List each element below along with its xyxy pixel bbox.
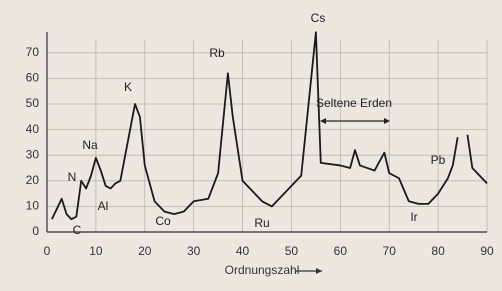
data-line — [52, 32, 487, 219]
y-tick-label: 0 — [32, 224, 39, 238]
y-tick-label: 20 — [26, 173, 40, 187]
y-tick-label: 10 — [26, 199, 40, 213]
x-tick-label: 40 — [236, 244, 250, 258]
y-tick-label: 30 — [26, 147, 40, 161]
x-tick-label: 20 — [138, 244, 152, 258]
y-tick-label: 70 — [26, 45, 40, 59]
annotation: Cs — [311, 11, 326, 25]
annotation: N — [68, 170, 77, 184]
x-tick-label: 90 — [480, 244, 494, 258]
x-tick-label: 80 — [431, 244, 445, 258]
annotation: Na — [82, 138, 98, 152]
annotation: Co — [155, 214, 171, 228]
annotation: C — [73, 223, 82, 237]
x-tick-label: 50 — [285, 244, 299, 258]
annotation: Rb — [209, 46, 225, 60]
x-tick-label: 70 — [383, 244, 397, 258]
annotation: Al — [98, 199, 109, 213]
chart: Ordnungszahl 0 10 20 30 40 50 60 70 0 10 20 30 40 50 6… — [0, 0, 502, 291]
annotation: Ir — [410, 210, 417, 224]
x-tick-label: 60 — [334, 244, 348, 258]
y-tick-label: 50 — [26, 96, 40, 110]
x-tick-label: 0 — [44, 244, 51, 258]
annotation: Seltene Erden — [316, 96, 392, 110]
y-tick-label: 60 — [26, 71, 40, 85]
annotation: K — [124, 80, 132, 94]
annotation: Ru — [254, 216, 269, 230]
x-axis-label: Ordnungszahl — [225, 263, 300, 277]
y-tick-label: 40 — [26, 122, 40, 136]
x-tick-label: 10 — [89, 244, 103, 258]
x-axis-arrow-head — [316, 268, 322, 274]
annotation: Pb — [431, 153, 446, 167]
x-tick-label: 30 — [187, 244, 201, 258]
